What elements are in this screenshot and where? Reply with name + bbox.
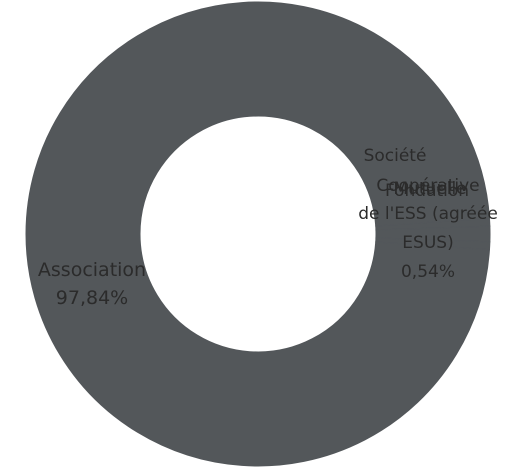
overlap-label-2: Mutuelle — [393, 179, 466, 199]
societe-label-line-3: ESUS) — [402, 233, 453, 253]
overlap-label-1: Coopérative — [376, 176, 479, 196]
donut-slices — [25, 1, 491, 467]
donut-slice-1 — [25, 1, 491, 467]
slice-label-association: Association — [38, 259, 146, 281]
overlap-label-3: Fondation — [385, 181, 469, 201]
slice-value-societe: 0,54% — [401, 262, 455, 282]
societe-label-line-2: de l'ESS (agréée — [358, 204, 498, 224]
slice-label-societe-group: Société de l'ESS (agréée ESUS) — [358, 146, 498, 253]
slice-value-association: 97,84% — [56, 287, 128, 309]
societe-label-line-1: Société — [364, 146, 427, 166]
